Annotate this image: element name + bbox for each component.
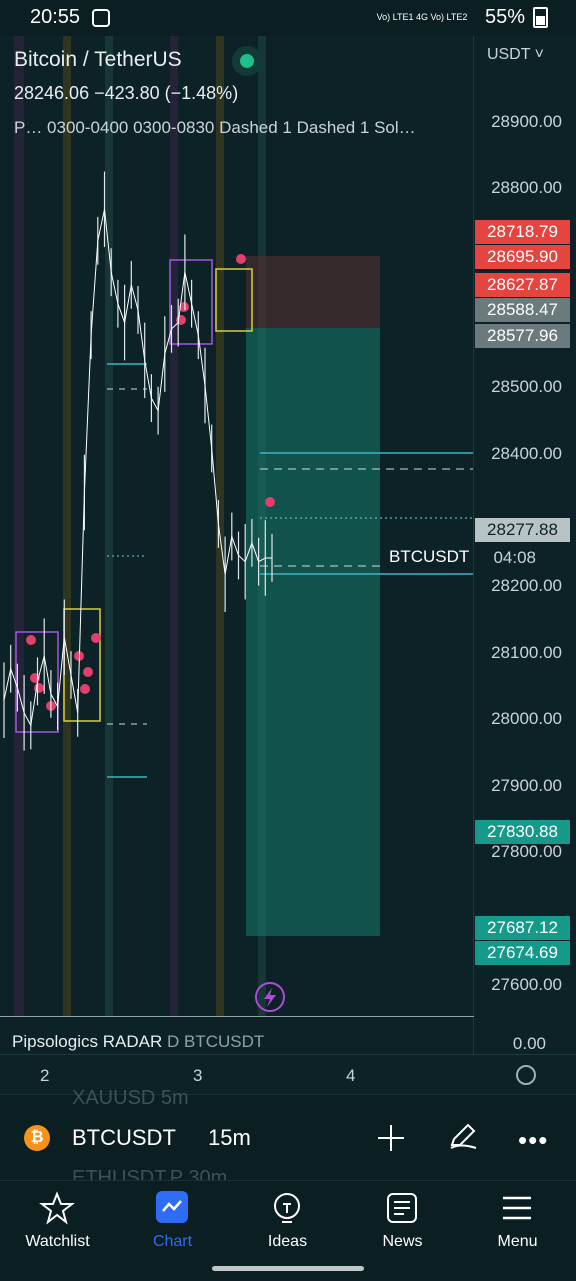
radar-name: Pipsologics RADAR [12,1032,163,1051]
radar-indicator-pane[interactable]: Pipsologics RADAR D BTCUSDT [0,1016,474,1057]
chart-icon [156,1191,188,1223]
currency-selector[interactable]: USDT ˅ [486,46,544,63]
nav-menu[interactable]: Menu [460,1181,575,1261]
nav-label: Chart [152,1233,193,1250]
network-indicator: Vo) LTE1 4G Vo) LTE2 [376,12,468,22]
last-price-tag: 28277.88 [475,518,570,542]
status-bar: 20:55 Vo) LTE1 4G Vo) LTE2 55% [0,0,576,36]
price-tick: 28200.00 [491,576,562,595]
battery-percent: 55% [484,6,525,28]
home-indicator [212,1266,364,1271]
radar-value: 0.00 [512,1034,546,1053]
lightbulb-icon [274,1193,300,1223]
symbol-price-label: BTCUSDT [389,547,470,566]
price-tick: 28400.00 [491,444,562,463]
bottom-nav: Watchlist Chart Ideas News Menu [0,1180,576,1281]
symbol-title[interactable]: Bitcoin / TetherUS [14,48,182,71]
price-tick: 28900.00 [491,112,562,131]
interval-selector[interactable]: 15m [208,1125,251,1150]
price-tick: 28800.00 [491,178,562,197]
price-axis[interactable]: USDT ˅ 28900.00 28800.00 28500.00 28400.… [473,36,576,1054]
price-tag: 27674.69 [475,941,570,965]
nav-label: Ideas [267,1233,308,1250]
price-tag: 27830.88 [475,820,570,844]
nav-label: Menu [497,1233,538,1250]
price-tick: 28500.00 [491,377,562,396]
nav-news[interactable]: News [345,1181,460,1261]
price-tag: 28588.47 [475,298,570,322]
star-icon [39,1191,75,1225]
nav-chart[interactable]: Chart [115,1181,230,1261]
price-tick: 28000.00 [491,709,562,728]
time-tick: 3 [193,1066,203,1085]
price-tag: 28577.96 [475,324,570,348]
time-tick: 4 [346,1066,356,1085]
stop-loss-zone [246,256,380,328]
session-band [170,36,178,1016]
session-band [105,36,113,1016]
session-range-box [15,631,59,733]
screenshot-icon [92,9,110,27]
radar-sub: D BTCUSDT [166,1032,265,1051]
status-icons: Vo) LTE1 4G Vo) LTE2 55% [367,6,548,29]
time-tick: 2 [40,1066,50,1085]
price-quote: 28246.06 −423.80 (−1.48%) [14,83,239,103]
price-tag: 27687.12 [475,916,570,940]
session-band [216,36,224,1016]
price-line [3,209,272,727]
bar-countdown: 04:08 [493,548,536,567]
price-tick: 28100.00 [491,643,562,662]
chart-area[interactable]: Bitcoin / TetherUS 28246.06 −423.80 (−1.… [0,36,576,1094]
nav-ideas[interactable]: Ideas [230,1181,345,1261]
nav-label: News [382,1233,423,1250]
price-series [3,171,273,751]
plus-icon[interactable] [378,1125,404,1151]
time-axis[interactable]: 2 3 4 [0,1054,576,1094]
indicator-legend[interactable]: P… 0300-0400 0300-0830 Dashed 1 Dashed 1… [14,118,416,137]
session-band [63,36,71,1016]
status-time: 20:55 [30,6,81,28]
price-tick: 27800.00 [491,842,562,861]
lightning-icon [255,982,285,1012]
nav-watchlist[interactable]: Watchlist [0,1181,115,1261]
price-tick: 27600.00 [491,975,562,994]
session-range-box [215,268,253,332]
radar-label: Pipsologics RADAR D BTCUSDT [12,1032,264,1052]
pencil-icon[interactable] [448,1121,478,1151]
price-chart[interactable] [0,36,474,1016]
take-profit-zone [246,328,380,936]
menu-icon [503,1196,531,1220]
session-range-box [169,259,213,345]
more-icon[interactable]: ••• [518,1125,549,1155]
nav-label: Watchlist [25,1233,90,1250]
battery-icon [533,7,548,28]
price-tag: 28695.90 [475,245,570,269]
bitcoin-icon: ₿ [24,1125,50,1151]
ghost-watchlist-item: XAUUSD 5m [72,1087,189,1109]
news-icon [387,1193,417,1223]
symbol-selector[interactable]: BTCUSDT [72,1125,176,1150]
price-tick: 27900.00 [491,776,562,795]
price-tag: 28718.79 [475,220,570,244]
symbol-bar: XAUUSD 5m ₿ BTCUSDT 15m ••• ETHUSDT.P 30… [0,1087,576,1189]
price-tag: 28627.87 [475,273,570,297]
gear-icon[interactable] [516,1065,536,1085]
session-band [14,36,24,1016]
market-open-indicator [232,46,262,76]
